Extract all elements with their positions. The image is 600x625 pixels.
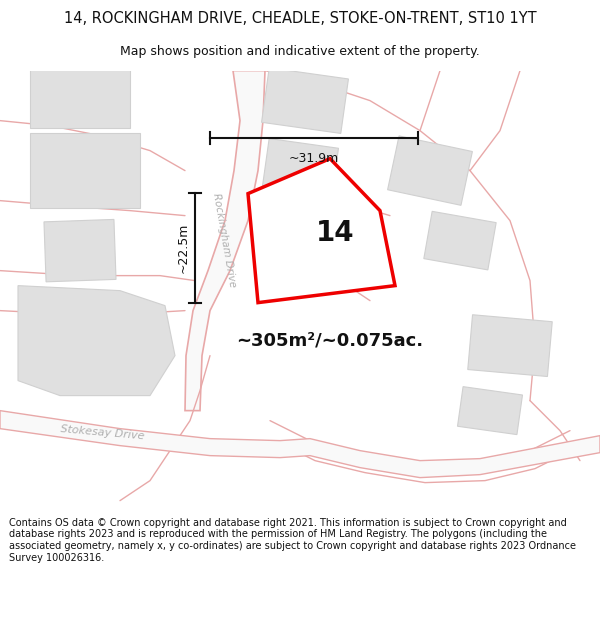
Text: Stokesay Drive: Stokesay Drive [60, 424, 145, 441]
Polygon shape [18, 286, 175, 396]
Text: ~31.9m: ~31.9m [289, 152, 339, 164]
Polygon shape [248, 159, 395, 302]
Bar [388, 136, 472, 206]
Bar [30, 133, 140, 208]
Polygon shape [185, 71, 265, 411]
Polygon shape [0, 411, 600, 478]
Bar [262, 139, 338, 202]
Bar [468, 315, 552, 376]
Bar [44, 219, 116, 282]
Text: Rockingham Drive: Rockingham Drive [211, 192, 237, 289]
Bar [424, 211, 496, 270]
Bar [277, 208, 353, 273]
Text: Contains OS data © Crown copyright and database right 2021. This information is : Contains OS data © Crown copyright and d… [9, 518, 576, 562]
Bar [458, 387, 523, 434]
Text: 14, ROCKINGHAM DRIVE, CHEADLE, STOKE-ON-TRENT, ST10 1YT: 14, ROCKINGHAM DRIVE, CHEADLE, STOKE-ON-… [64, 11, 536, 26]
Bar [30, 63, 130, 128]
Text: ~305m²/~0.075ac.: ~305m²/~0.075ac. [236, 332, 424, 349]
Text: 14: 14 [316, 219, 355, 247]
Bar [262, 68, 349, 133]
Text: Map shows position and indicative extent of the property.: Map shows position and indicative extent… [120, 45, 480, 58]
Text: ~22.5m: ~22.5m [177, 222, 190, 273]
